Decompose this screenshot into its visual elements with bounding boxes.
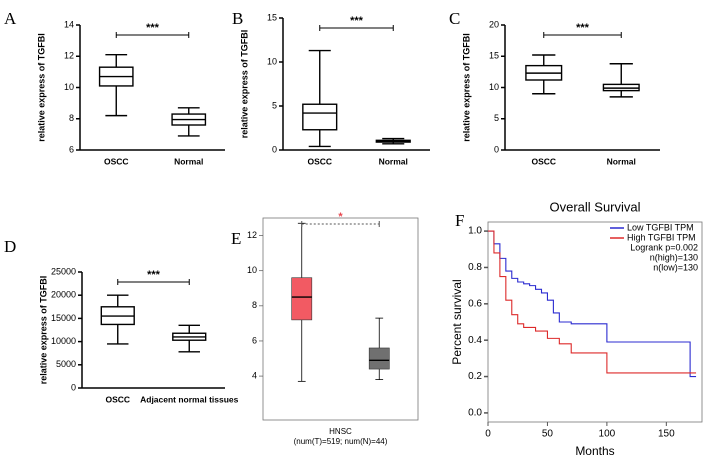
x-tick-label: 150 (658, 429, 675, 440)
panel-label: C (449, 9, 460, 28)
legend-note: Logrank p=0.002 (630, 242, 698, 252)
y-tick-label: 8 (69, 113, 74, 123)
y-tick-label: 12 (64, 51, 74, 61)
x-tick-label: Normal (379, 156, 408, 166)
x-tick-label: OSCC (105, 394, 130, 404)
x-tick-label: Normal (607, 156, 636, 166)
survival-curve (488, 230, 697, 378)
panel-label: B (232, 9, 243, 28)
y-tick-label: 12 (247, 230, 257, 240)
y-tick-label: 0.0 (468, 408, 482, 419)
x-tick-label: 50 (542, 429, 554, 440)
legend-note: n(low)=130 (653, 262, 698, 272)
y-tick-label: 0.8 (468, 262, 482, 273)
plot-frame (487, 221, 703, 423)
box (291, 277, 313, 321)
y-tick-label: 4 (252, 370, 257, 380)
significance-label: *** (146, 22, 160, 34)
y-tick-label: 15000 (51, 313, 76, 323)
y-tick-label: 5 (272, 100, 277, 110)
significance-label: *** (576, 22, 590, 34)
plot-frame (262, 217, 419, 421)
panel-label: E (231, 229, 241, 248)
panel-label: D (4, 237, 16, 256)
y-tick-label: 0.2 (468, 371, 482, 382)
y-tick-label: 0 (494, 144, 499, 154)
y-tick-label: 10 (267, 56, 277, 66)
legend-label: Low TGFBI TPM (627, 222, 694, 232)
x-tick-label: Adjacent normal tissues (140, 394, 239, 404)
survival-curve (488, 230, 697, 374)
y-tick-label: 15 (489, 51, 499, 61)
significance-label: *** (350, 15, 364, 27)
y-tick-label: 14 (64, 19, 74, 29)
y-tick-label: 10 (64, 82, 74, 92)
significance-label: * (338, 211, 343, 223)
x-tick-label: OSCC (307, 156, 332, 166)
y-axis-label: relative express of TGFBI (461, 33, 471, 142)
y-axis-label: relative express of TGFBI (38, 276, 48, 385)
y-axis-label: Percent survival (450, 279, 464, 364)
y-tick-label: 10 (247, 265, 257, 275)
y-tick-label: 6 (69, 144, 74, 154)
y-tick-label: 0.6 (468, 298, 482, 309)
significance-label: *** (147, 269, 161, 281)
y-tick-label: 10000 (51, 336, 76, 346)
y-tick-label: 5 (494, 113, 499, 123)
y-tick-label: 1.0 (468, 226, 482, 237)
box (302, 103, 338, 131)
x-tick-label: OSCC (104, 156, 129, 166)
y-tick-label: 20000 (51, 290, 76, 300)
panel-label: A (4, 9, 17, 28)
legend-note: n(high)=130 (650, 252, 698, 262)
x-axis-label: (num(T)=519; num(N)=44) (294, 437, 388, 446)
x-axis-label: Months (575, 444, 614, 458)
y-tick-label: 0 (71, 382, 76, 392)
y-tick-label: 20 (489, 19, 499, 29)
y-tick-label: 0.4 (468, 335, 482, 346)
panel-label: F (455, 211, 464, 230)
y-tick-label: 10 (489, 82, 499, 92)
y-tick-label: 25000 (51, 266, 76, 276)
y-tick-label: 0 (272, 144, 277, 154)
x-tick-label: OSCC (531, 156, 556, 166)
y-axis-label: relative express of TGFBI (36, 33, 46, 142)
y-tick-label: 5000 (56, 359, 76, 369)
y-tick-label: 6 (252, 335, 257, 345)
y-tick-label: 8 (252, 300, 257, 310)
x-tick-label: 100 (599, 429, 616, 440)
legend-label: High TGFBI TPM (627, 232, 696, 242)
x-tick-label: Normal (174, 156, 203, 166)
y-axis-label: relative express of TGFBI (239, 30, 249, 139)
x-axis-label: HNSC (329, 427, 352, 436)
y-tick-label: 15 (267, 12, 277, 22)
box (368, 347, 390, 370)
x-tick-label: 0 (485, 429, 491, 440)
chart-title: Overall Survival (549, 199, 640, 214)
